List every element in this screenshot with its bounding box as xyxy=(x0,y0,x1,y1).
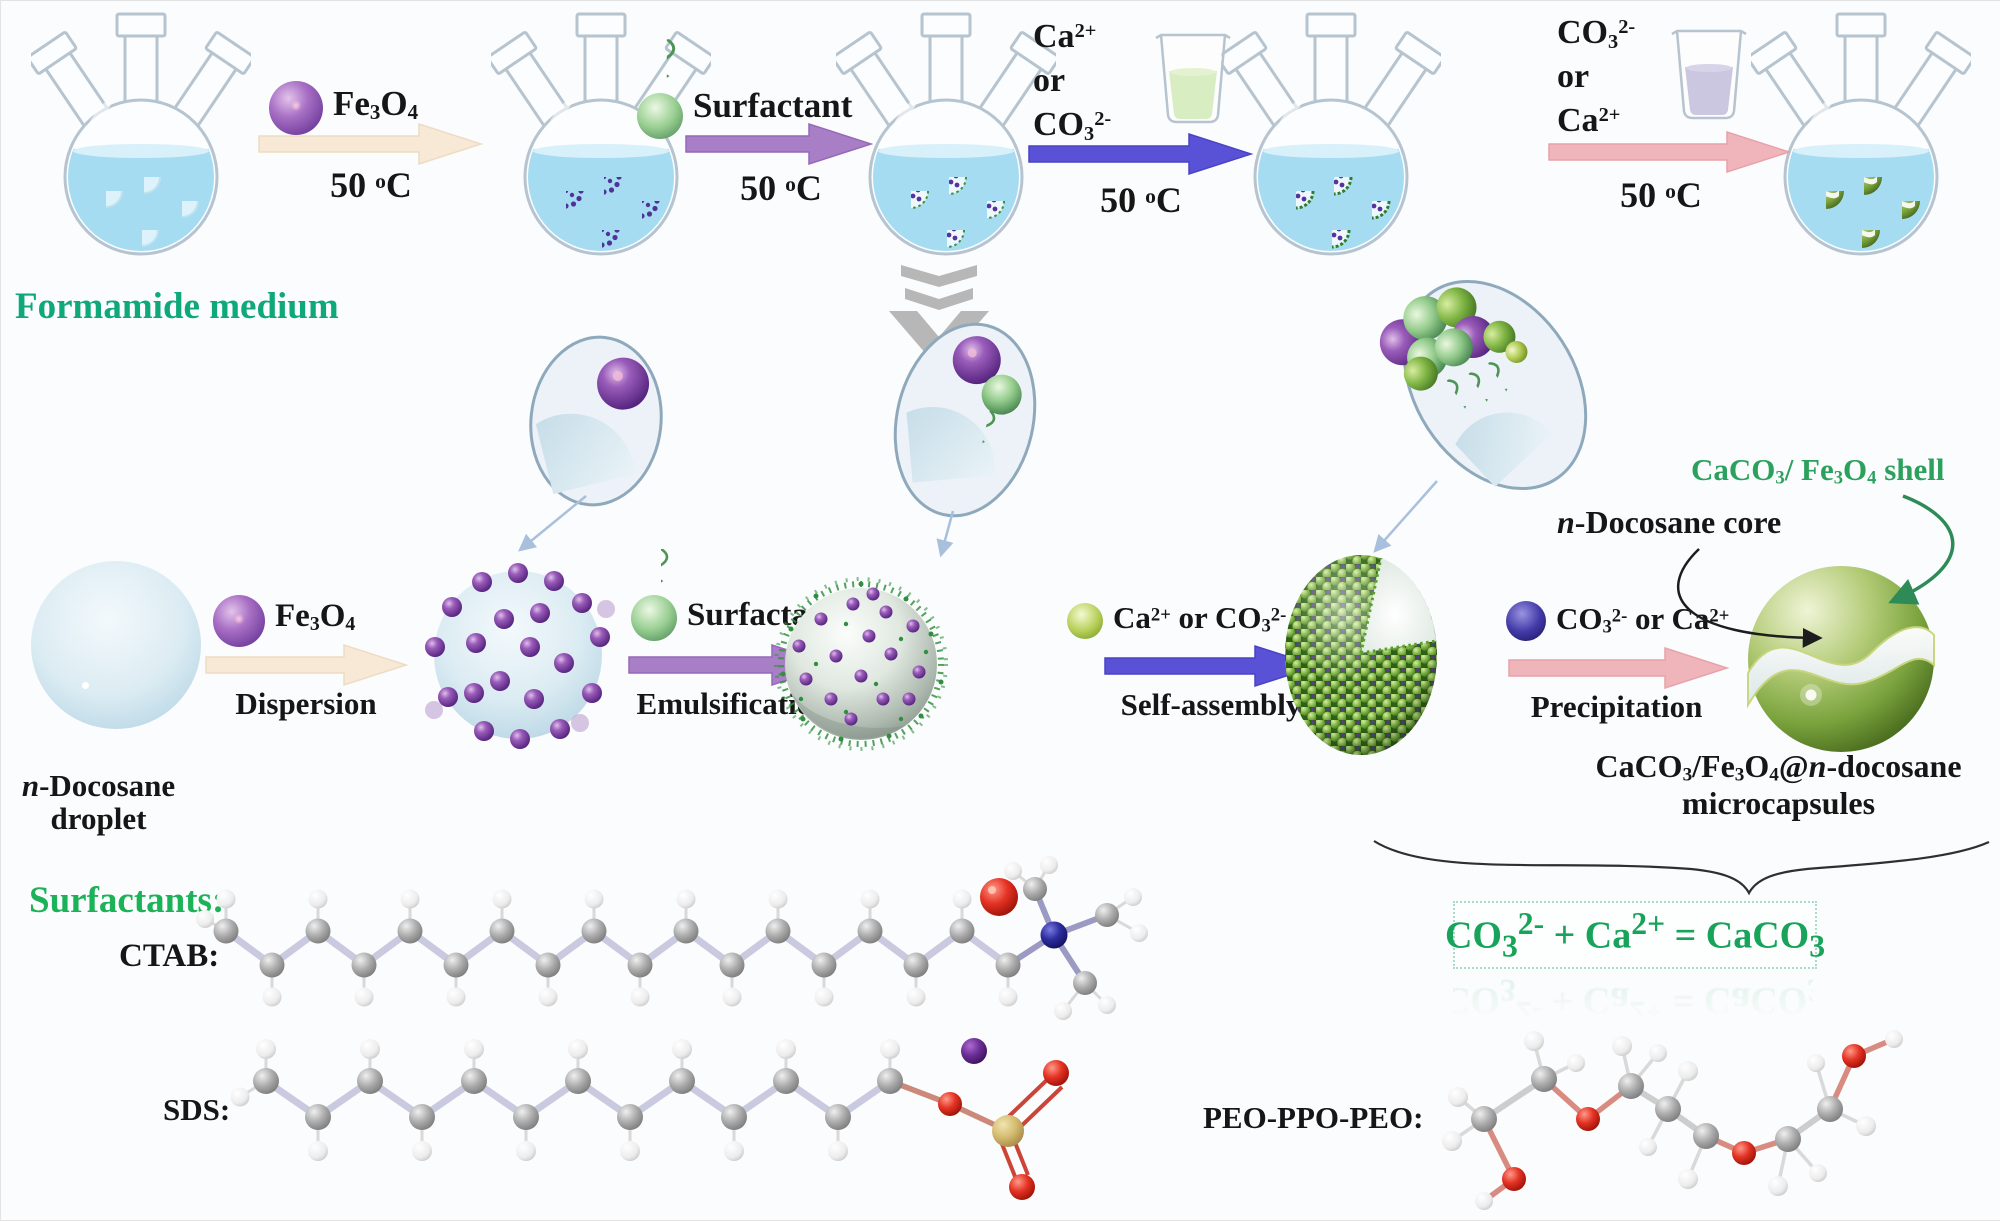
three-neck-flask-1 xyxy=(31,9,251,259)
top-step4-line1: CO32- xyxy=(1557,14,1636,53)
bromide-ion xyxy=(980,878,1018,916)
mid-step3-process-label: Self-assembly xyxy=(1120,687,1302,722)
ester-oxygen-atom xyxy=(938,1092,962,1116)
shell-label: CaCO3/ Fe3O4 shell xyxy=(1691,452,1945,489)
beaker-green-solution xyxy=(1153,29,1233,129)
droplet-caption: n-Docosane droplet xyxy=(11,769,186,836)
fe3o4-nanoparticle xyxy=(952,336,1001,385)
top-step3-temp-label: 50 oC xyxy=(1100,180,1182,220)
product-caption-line1: CaCO3/Fe3O4@n-docosane xyxy=(1595,748,1962,786)
droplet-caption-line1: n-Docosane xyxy=(21,768,176,803)
fe3o4-coated-droplet xyxy=(425,563,615,749)
sds-molecule xyxy=(230,1038,1069,1200)
ctab-label: CTAB: xyxy=(119,938,220,974)
product-caption: CaCO3/Fe3O4@n-docosane microcapsules xyxy=(1561,749,1996,821)
fe3o4-sphere-icon xyxy=(269,81,323,135)
reaction-arrow-3 xyxy=(1028,132,1254,176)
top-step3-line1: Ca2+ xyxy=(1033,18,1097,55)
top-step4-line3: Ca2+ xyxy=(1557,102,1621,140)
droplet-caption-line2: droplet xyxy=(50,801,147,837)
top-step3-line3: CO32- xyxy=(1033,106,1112,146)
process-arrow-dispersion xyxy=(205,643,409,687)
top-step2-temp-label: 50 oC xyxy=(740,168,822,208)
mid-step1-reagent-label: Fe3O4 xyxy=(275,598,356,635)
magnifier-ellipse-2 xyxy=(893,322,1037,518)
fe3o4-nanoparticle xyxy=(597,357,650,410)
mid-step3-reagent-label: Ca2+ or CO32- xyxy=(1113,600,1287,637)
oxygen-atoms xyxy=(1502,1044,1866,1191)
droplet-surface-wedge xyxy=(906,406,995,483)
top-step4-temp-label: 50 oC xyxy=(1620,175,1702,215)
mid-step4-process-label: Precipitation xyxy=(1530,689,1703,724)
surfactant-emulsion-sphere xyxy=(774,577,948,751)
magnifier-ellipse-3 xyxy=(1379,279,1588,491)
mid-step1-process-label: Dispersion xyxy=(235,686,377,721)
magnifier-ellipse-1 xyxy=(529,335,663,507)
microcapsule xyxy=(1747,566,1935,752)
top-step1-reagent-label: Fe3O4 xyxy=(333,84,419,125)
core-label: n-Docosane core xyxy=(1557,504,1782,540)
caco3-fe3o4-cluster xyxy=(1379,287,1528,391)
nitrogen-atom xyxy=(1040,921,1068,949)
top-step2-reagent-label: Surfactant xyxy=(693,86,853,125)
caco3-shell-sphere xyxy=(1285,555,1437,755)
fe3o4-sphere-icon xyxy=(213,595,265,647)
product-caption-line2: microcapsules xyxy=(1681,785,1876,822)
surfactants-heading: Surfactants: xyxy=(29,880,225,921)
three-neck-flask-4 xyxy=(1221,9,1441,259)
beaker-purple-solution xyxy=(1669,25,1749,125)
droplet-surface-wedge xyxy=(1455,412,1552,487)
reaction-arrow-1 xyxy=(258,122,484,166)
top-step3-reagent-lines: Ca2+ or CO32- xyxy=(1033,15,1111,148)
equation-text: CO32- + Ca2+ = CaCO3 xyxy=(1444,905,1826,964)
sulfur-atom xyxy=(992,1115,1024,1147)
top-step4-line2: or xyxy=(1557,58,1590,96)
peo-ppo-peo-molecule xyxy=(1442,1030,1903,1210)
mid-step4-reagent-label: CO32- or Ca2+ xyxy=(1556,601,1730,638)
top-step1-temp-label: 50 oC xyxy=(330,165,412,205)
curly-brace xyxy=(1373,840,1990,896)
calcium-ion-sphere-icon xyxy=(1067,603,1103,639)
exposed-core-wedge xyxy=(1361,558,1436,653)
equation-box: CO32- + Ca2+ = CaCO3 xyxy=(1445,901,1825,969)
capsule-core-band xyxy=(1747,626,1935,709)
formamide-medium-label: Formamide medium xyxy=(15,286,339,327)
top-step4-reagent-lines: CO32- or Ca2+ xyxy=(1557,11,1635,144)
peo-label: PEO-PPO-PEO: xyxy=(1203,1100,1424,1135)
surfactant-head-sphere-icon xyxy=(631,595,677,641)
process-arrow-self-assembly xyxy=(1104,644,1320,688)
carbonate-ion-sphere-icon xyxy=(1506,601,1546,641)
sds-label: SDS: xyxy=(163,1092,231,1127)
sodium-ion xyxy=(961,1038,987,1064)
ctab-molecule xyxy=(196,856,1148,1020)
process-arrow-precipitation xyxy=(1508,646,1730,690)
n-docosane-droplet xyxy=(31,561,201,729)
droplet-surface-wedge xyxy=(535,413,635,495)
reaction-arrow-4 xyxy=(1548,130,1792,174)
surfactant-head-sphere-icon xyxy=(637,93,683,139)
surfactant-head xyxy=(981,374,1022,415)
surfactant-tail-squiggle-icon xyxy=(653,37,683,97)
reaction-arrow-2 xyxy=(685,122,874,166)
top-step3-line2: or xyxy=(1033,62,1066,100)
equation-reflection: CO32- + Ca2+ = CaCO3 xyxy=(1442,972,1824,1031)
